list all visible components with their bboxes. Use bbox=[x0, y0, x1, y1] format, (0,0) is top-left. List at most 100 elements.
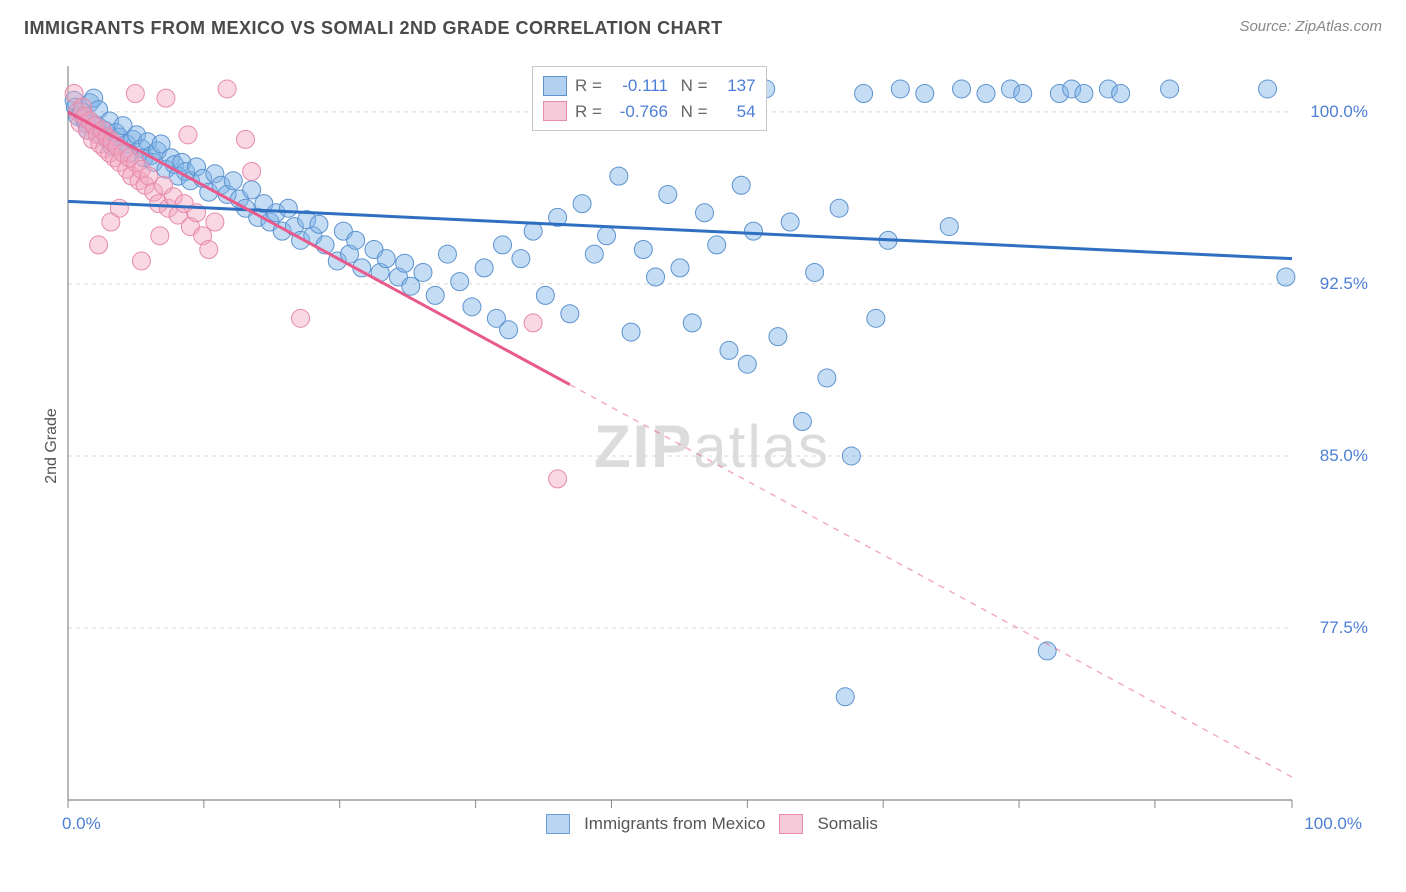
legend-series-label: Immigrants from Mexico bbox=[584, 814, 765, 834]
data-point bbox=[671, 259, 689, 277]
legend-n-value: 54 bbox=[716, 99, 756, 125]
data-point bbox=[781, 213, 799, 231]
data-point bbox=[738, 355, 756, 373]
data-point bbox=[708, 236, 726, 254]
data-point bbox=[512, 250, 530, 268]
data-point bbox=[610, 167, 628, 185]
data-point bbox=[855, 85, 873, 103]
data-point bbox=[292, 309, 310, 327]
data-point bbox=[598, 227, 616, 245]
data-point bbox=[110, 199, 128, 217]
data-point bbox=[132, 252, 150, 270]
data-point bbox=[500, 321, 518, 339]
data-point bbox=[218, 80, 236, 98]
data-point bbox=[90, 236, 108, 254]
data-point bbox=[179, 126, 197, 144]
data-point bbox=[695, 204, 713, 222]
series-legend: Immigrants from Mexico Somalis bbox=[62, 814, 1362, 834]
y-tick-label: 100.0% bbox=[1310, 102, 1368, 122]
data-point bbox=[953, 80, 971, 98]
data-point bbox=[243, 163, 261, 181]
data-point bbox=[126, 85, 144, 103]
data-point bbox=[940, 218, 958, 236]
data-point bbox=[524, 314, 542, 332]
data-point bbox=[977, 85, 995, 103]
data-point bbox=[830, 199, 848, 217]
trend-line-extrapolated bbox=[570, 385, 1292, 777]
source-attribution: Source: ZipAtlas.com bbox=[1239, 18, 1382, 35]
legend-r-value: -0.111 bbox=[610, 73, 668, 99]
data-point bbox=[622, 323, 640, 341]
data-point bbox=[414, 263, 432, 281]
data-point bbox=[585, 245, 603, 263]
data-point bbox=[732, 176, 750, 194]
data-point bbox=[744, 222, 762, 240]
data-point bbox=[243, 181, 261, 199]
data-point bbox=[402, 277, 420, 295]
data-point bbox=[426, 286, 444, 304]
data-point bbox=[438, 245, 456, 263]
data-point bbox=[475, 259, 493, 277]
data-point bbox=[867, 309, 885, 327]
legend-swatch bbox=[543, 76, 567, 96]
legend-label: N = bbox=[676, 73, 708, 99]
y-tick-label: 92.5% bbox=[1320, 274, 1368, 294]
data-point bbox=[549, 470, 567, 488]
y-tick-label: 85.0% bbox=[1320, 446, 1368, 466]
y-tick-label: 77.5% bbox=[1320, 618, 1368, 638]
correlation-legend: R = -0.111 N = 137 R = -0.766 N = 54 bbox=[532, 66, 767, 131]
data-point bbox=[842, 447, 860, 465]
data-point bbox=[1277, 268, 1295, 286]
legend-swatch bbox=[779, 814, 803, 834]
legend-r-value: -0.766 bbox=[610, 99, 668, 125]
data-point bbox=[279, 199, 297, 217]
correlation-legend-row: R = -0.111 N = 137 bbox=[543, 73, 756, 99]
data-point bbox=[818, 369, 836, 387]
legend-label: R = bbox=[575, 73, 602, 99]
data-point bbox=[536, 286, 554, 304]
data-point bbox=[157, 89, 175, 107]
correlation-legend-row: R = -0.766 N = 54 bbox=[543, 99, 756, 125]
legend-n-value: 137 bbox=[716, 73, 756, 99]
data-point bbox=[659, 185, 677, 203]
legend-swatch bbox=[546, 814, 570, 834]
legend-label: R = bbox=[575, 99, 602, 125]
data-point bbox=[836, 688, 854, 706]
data-point bbox=[1075, 85, 1093, 103]
data-point bbox=[647, 268, 665, 286]
legend-swatch bbox=[543, 101, 567, 121]
data-point bbox=[683, 314, 701, 332]
trend-line bbox=[68, 201, 1292, 258]
data-point bbox=[793, 413, 811, 431]
data-point bbox=[1112, 85, 1130, 103]
data-point bbox=[236, 130, 254, 148]
data-point bbox=[573, 195, 591, 213]
data-point bbox=[396, 254, 414, 272]
data-point bbox=[463, 298, 481, 316]
data-point bbox=[1161, 80, 1179, 98]
y-axis-label: 2nd Grade bbox=[43, 408, 61, 484]
data-point bbox=[634, 241, 652, 259]
scatter-chart bbox=[62, 60, 1362, 840]
plot-area: ZIPatlas R =-0.111 N =137R =-0.766 N =54… bbox=[62, 60, 1362, 840]
data-point bbox=[377, 250, 395, 268]
data-point bbox=[1014, 85, 1032, 103]
data-point bbox=[720, 341, 738, 359]
data-point bbox=[347, 231, 365, 249]
legend-series-label: Somalis bbox=[817, 814, 877, 834]
data-point bbox=[1259, 80, 1277, 98]
data-point bbox=[206, 213, 224, 231]
data-point bbox=[200, 241, 218, 259]
data-point bbox=[916, 85, 934, 103]
data-point bbox=[891, 80, 909, 98]
data-point bbox=[769, 328, 787, 346]
data-point bbox=[310, 215, 328, 233]
data-point bbox=[494, 236, 512, 254]
data-point bbox=[151, 227, 169, 245]
data-point bbox=[806, 263, 824, 281]
legend-label: N = bbox=[676, 99, 708, 125]
data-point bbox=[451, 273, 469, 291]
data-point bbox=[224, 172, 242, 190]
chart-title: IMMIGRANTS FROM MEXICO VS SOMALI 2ND GRA… bbox=[24, 18, 723, 39]
data-point bbox=[561, 305, 579, 323]
